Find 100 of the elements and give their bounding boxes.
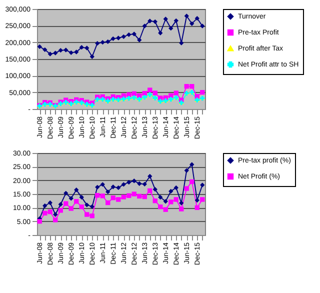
point [142,194,147,200]
point [90,204,94,209]
point [174,18,178,24]
point [84,202,90,208]
point [184,84,189,89]
point [90,214,94,218]
point [137,194,142,199]
point [148,88,152,92]
point [174,185,178,190]
point [179,206,184,212]
point [84,212,90,217]
point [190,162,194,167]
point [174,90,178,96]
point [152,19,158,24]
point [48,209,52,214]
point [58,208,63,213]
point [168,200,174,204]
point [121,194,126,200]
point [184,14,189,18]
point [190,21,194,26]
point [126,180,132,185]
point [126,193,132,198]
point [121,182,126,187]
point [200,182,205,188]
point [184,168,189,173]
point [194,16,200,21]
point [137,181,142,186]
point [42,210,48,216]
point [68,50,74,56]
point [74,199,79,204]
point [95,184,100,190]
point [179,200,184,206]
point [200,197,205,202]
point [110,184,116,190]
point [79,44,84,50]
point [184,186,189,191]
point [174,197,178,202]
point [79,204,84,210]
point [200,90,205,95]
point [116,36,121,40]
point [121,34,126,40]
point [100,182,105,187]
point [142,24,147,28]
point [84,46,90,50]
point [95,193,100,198]
point [148,188,152,194]
point [64,190,68,196]
point [110,195,116,200]
point [100,40,105,45]
point [79,194,84,200]
point [53,218,58,222]
point [48,52,52,56]
point [90,54,94,60]
point [126,32,132,38]
point [68,206,74,211]
point [100,194,105,198]
point [116,185,121,190]
point [158,194,163,200]
point [64,48,68,52]
point [152,198,158,204]
point [179,40,184,46]
point [190,179,194,184]
point [168,188,174,194]
point [152,90,158,96]
point [132,178,136,184]
point [200,24,205,28]
point [148,174,152,179]
point [168,26,174,31]
point [152,187,158,192]
point [64,201,68,206]
point [68,196,74,201]
point [132,192,136,196]
point [163,199,168,204]
point [48,200,52,206]
point [37,44,42,50]
point [53,212,58,217]
point [163,16,168,22]
point [37,218,42,224]
point [42,203,48,208]
point [42,47,48,52]
point [95,40,100,46]
point [158,30,163,36]
point [74,188,79,192]
point [190,84,194,89]
point [116,197,121,202]
point [132,32,136,36]
point [106,39,110,44]
point [148,18,152,24]
point [58,48,63,53]
point [142,182,147,187]
point [53,50,58,56]
point [137,38,142,42]
point [74,50,79,54]
point [110,36,116,42]
point [58,202,63,207]
point [163,207,168,212]
point [106,189,110,194]
point [158,204,163,210]
point [194,205,200,210]
point [106,200,110,206]
